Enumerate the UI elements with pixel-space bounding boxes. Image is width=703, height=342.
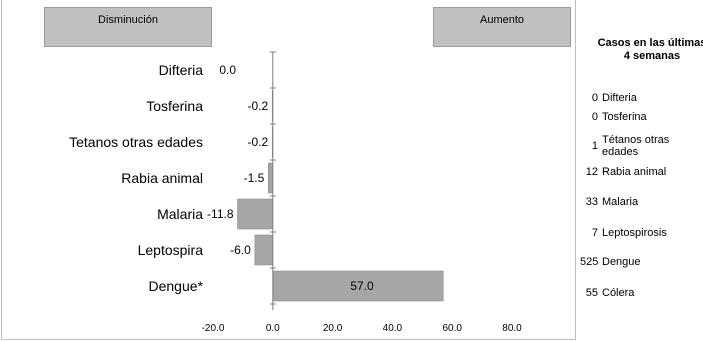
side-table-row: 55 Cólera <box>580 287 702 299</box>
chart-frame: Disminución Aumento <box>1 0 576 340</box>
x-tick-label: -20.0 <box>202 323 225 334</box>
value-label: 0.0 <box>219 63 236 77</box>
side-table-row: 12 Rabia animal <box>580 166 702 178</box>
value-label: -1.5 <box>244 171 265 185</box>
category-label: Rabia animal <box>121 170 203 186</box>
increase-header: Aumento <box>433 7 571 47</box>
disease-name: Dengue <box>602 256 641 268</box>
category-label: Tosferina <box>146 98 203 114</box>
decrease-header: Disminución <box>44 7 212 47</box>
category-label: Dengue* <box>149 278 204 294</box>
value-label: -6.0 <box>230 243 251 257</box>
disease-name: Malaria <box>602 196 639 208</box>
category-label: Tetanos otras edades <box>69 134 203 150</box>
case-count: 525 <box>580 256 599 268</box>
disease-name: Rabia animal <box>602 166 667 178</box>
value-label: -0.2 <box>248 99 269 113</box>
category-label: Difteria <box>159 62 204 78</box>
side-table-row: 525 Dengue <box>580 256 702 268</box>
bar <box>237 198 274 230</box>
x-tick-label: 60.0 <box>442 323 462 334</box>
x-tick-label: 40.0 <box>383 323 403 334</box>
disease-name: Tétanos otras edades <box>602 134 670 158</box>
side-table-row: 7 Leptospirosis <box>580 227 702 239</box>
case-count: 12 <box>585 166 598 178</box>
category-label: Leptospira <box>138 242 204 258</box>
value-label: -11.8 <box>207 207 234 221</box>
side-table-row: 0 Difteria <box>580 92 702 104</box>
x-tick-label: 20.0 <box>323 323 343 334</box>
bar <box>272 270 444 302</box>
side-table-row: 1 Tétanos otras edades <box>580 134 702 158</box>
disease-name: Difteria <box>602 92 637 104</box>
disease-name: Cólera <box>602 287 635 299</box>
value-label: -0.2 <box>248 135 269 149</box>
case-count: 55 <box>585 287 598 299</box>
x-tick-label: 0.0 <box>266 323 280 334</box>
case-count: 0 <box>591 111 598 123</box>
value-label: 57.0 <box>350 279 374 293</box>
side-table-row: 33 Malaria <box>580 196 702 208</box>
case-count: 33 <box>585 196 598 208</box>
side-table-row: 0 Tosferina <box>580 111 702 123</box>
case-count: 1 <box>591 140 598 152</box>
side-table-title: Casos en las últimas 4 semanas <box>597 37 703 62</box>
disease-name: Leptospirosis <box>602 227 667 239</box>
disease-name: Tosferina <box>602 111 647 123</box>
bar-chart: Difteria 0.0 Tosferina -0.2 Tetanos otras ed… <box>69 51 522 334</box>
category-label: Malaria <box>157 206 203 222</box>
bar <box>268 162 274 194</box>
x-tick-label: 80.0 <box>502 323 522 334</box>
case-count: 0 <box>591 92 598 104</box>
bar <box>254 234 274 266</box>
case-count: 7 <box>591 227 598 239</box>
